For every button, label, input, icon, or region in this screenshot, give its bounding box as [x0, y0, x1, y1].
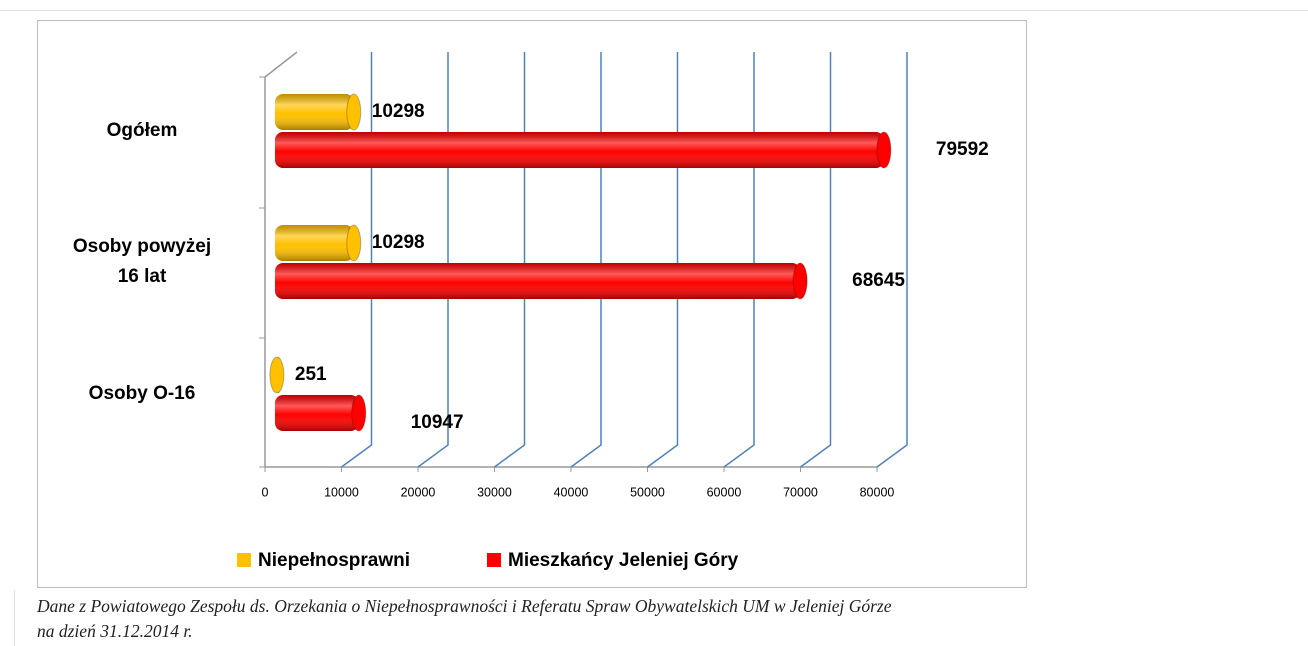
- bar-cap: [346, 93, 362, 131]
- y-tick-label: Osoby O-16: [88, 383, 196, 404]
- x-tick-label: 40000: [554, 485, 589, 499]
- data-label: 10947: [411, 412, 464, 433]
- bar-cap: [876, 131, 892, 169]
- grid-line: [570, 52, 602, 468]
- x-tick-label: 0: [262, 485, 269, 499]
- legend-label: Mieszkańcy Jeleniej Góry: [508, 550, 739, 571]
- legend-swatch: [237, 553, 251, 567]
- bar-shade: [275, 395, 359, 431]
- y-tick-label: Ogółem: [106, 120, 178, 141]
- y-tick-label: Osoby powyżej 16 lat: [72, 236, 212, 287]
- data-label: 79592: [936, 139, 989, 160]
- caption: Dane z Powiatowego Zespołu ds. Orzekania…: [37, 596, 892, 616]
- bar-shade: [275, 263, 801, 299]
- bar-shade: [275, 94, 354, 130]
- bar-cap: [346, 224, 362, 262]
- bar-cap: [792, 262, 808, 300]
- x-tick-label: 30000: [477, 485, 512, 499]
- grid-line: [494, 52, 526, 468]
- data-label: 10298: [372, 232, 425, 253]
- grid-line: [341, 52, 373, 468]
- data-label: 68645: [852, 270, 905, 291]
- x-tick-label: 10000: [324, 485, 359, 499]
- bar-shade: [275, 225, 354, 261]
- grid-line: [417, 52, 449, 468]
- grid-line: [723, 52, 755, 468]
- bar-shade: [275, 132, 884, 168]
- grid-line: [647, 52, 679, 468]
- x-tick-label: 70000: [783, 485, 818, 499]
- x-tick-label: 80000: [860, 485, 895, 499]
- chart-frame: [37, 20, 1027, 588]
- bar-cap: [351, 394, 367, 432]
- data-label: 10298: [372, 101, 425, 122]
- x-tick-label: 20000: [401, 485, 436, 499]
- legend-label: Niepełnosprawni: [258, 550, 410, 571]
- page-rule: [14, 590, 15, 646]
- x-tick-label: 60000: [707, 485, 742, 499]
- page-rule: [0, 10, 1308, 11]
- bar-cap: [269, 356, 285, 394]
- grid-line: [876, 52, 908, 468]
- x-tick-label: 50000: [630, 485, 665, 499]
- data-label: 251: [295, 364, 327, 385]
- grid-line: [800, 52, 832, 468]
- wall-edge: [264, 51, 298, 78]
- caption: na dzień 31.12.2014 r.: [37, 621, 193, 641]
- legend-swatch: [487, 553, 501, 567]
